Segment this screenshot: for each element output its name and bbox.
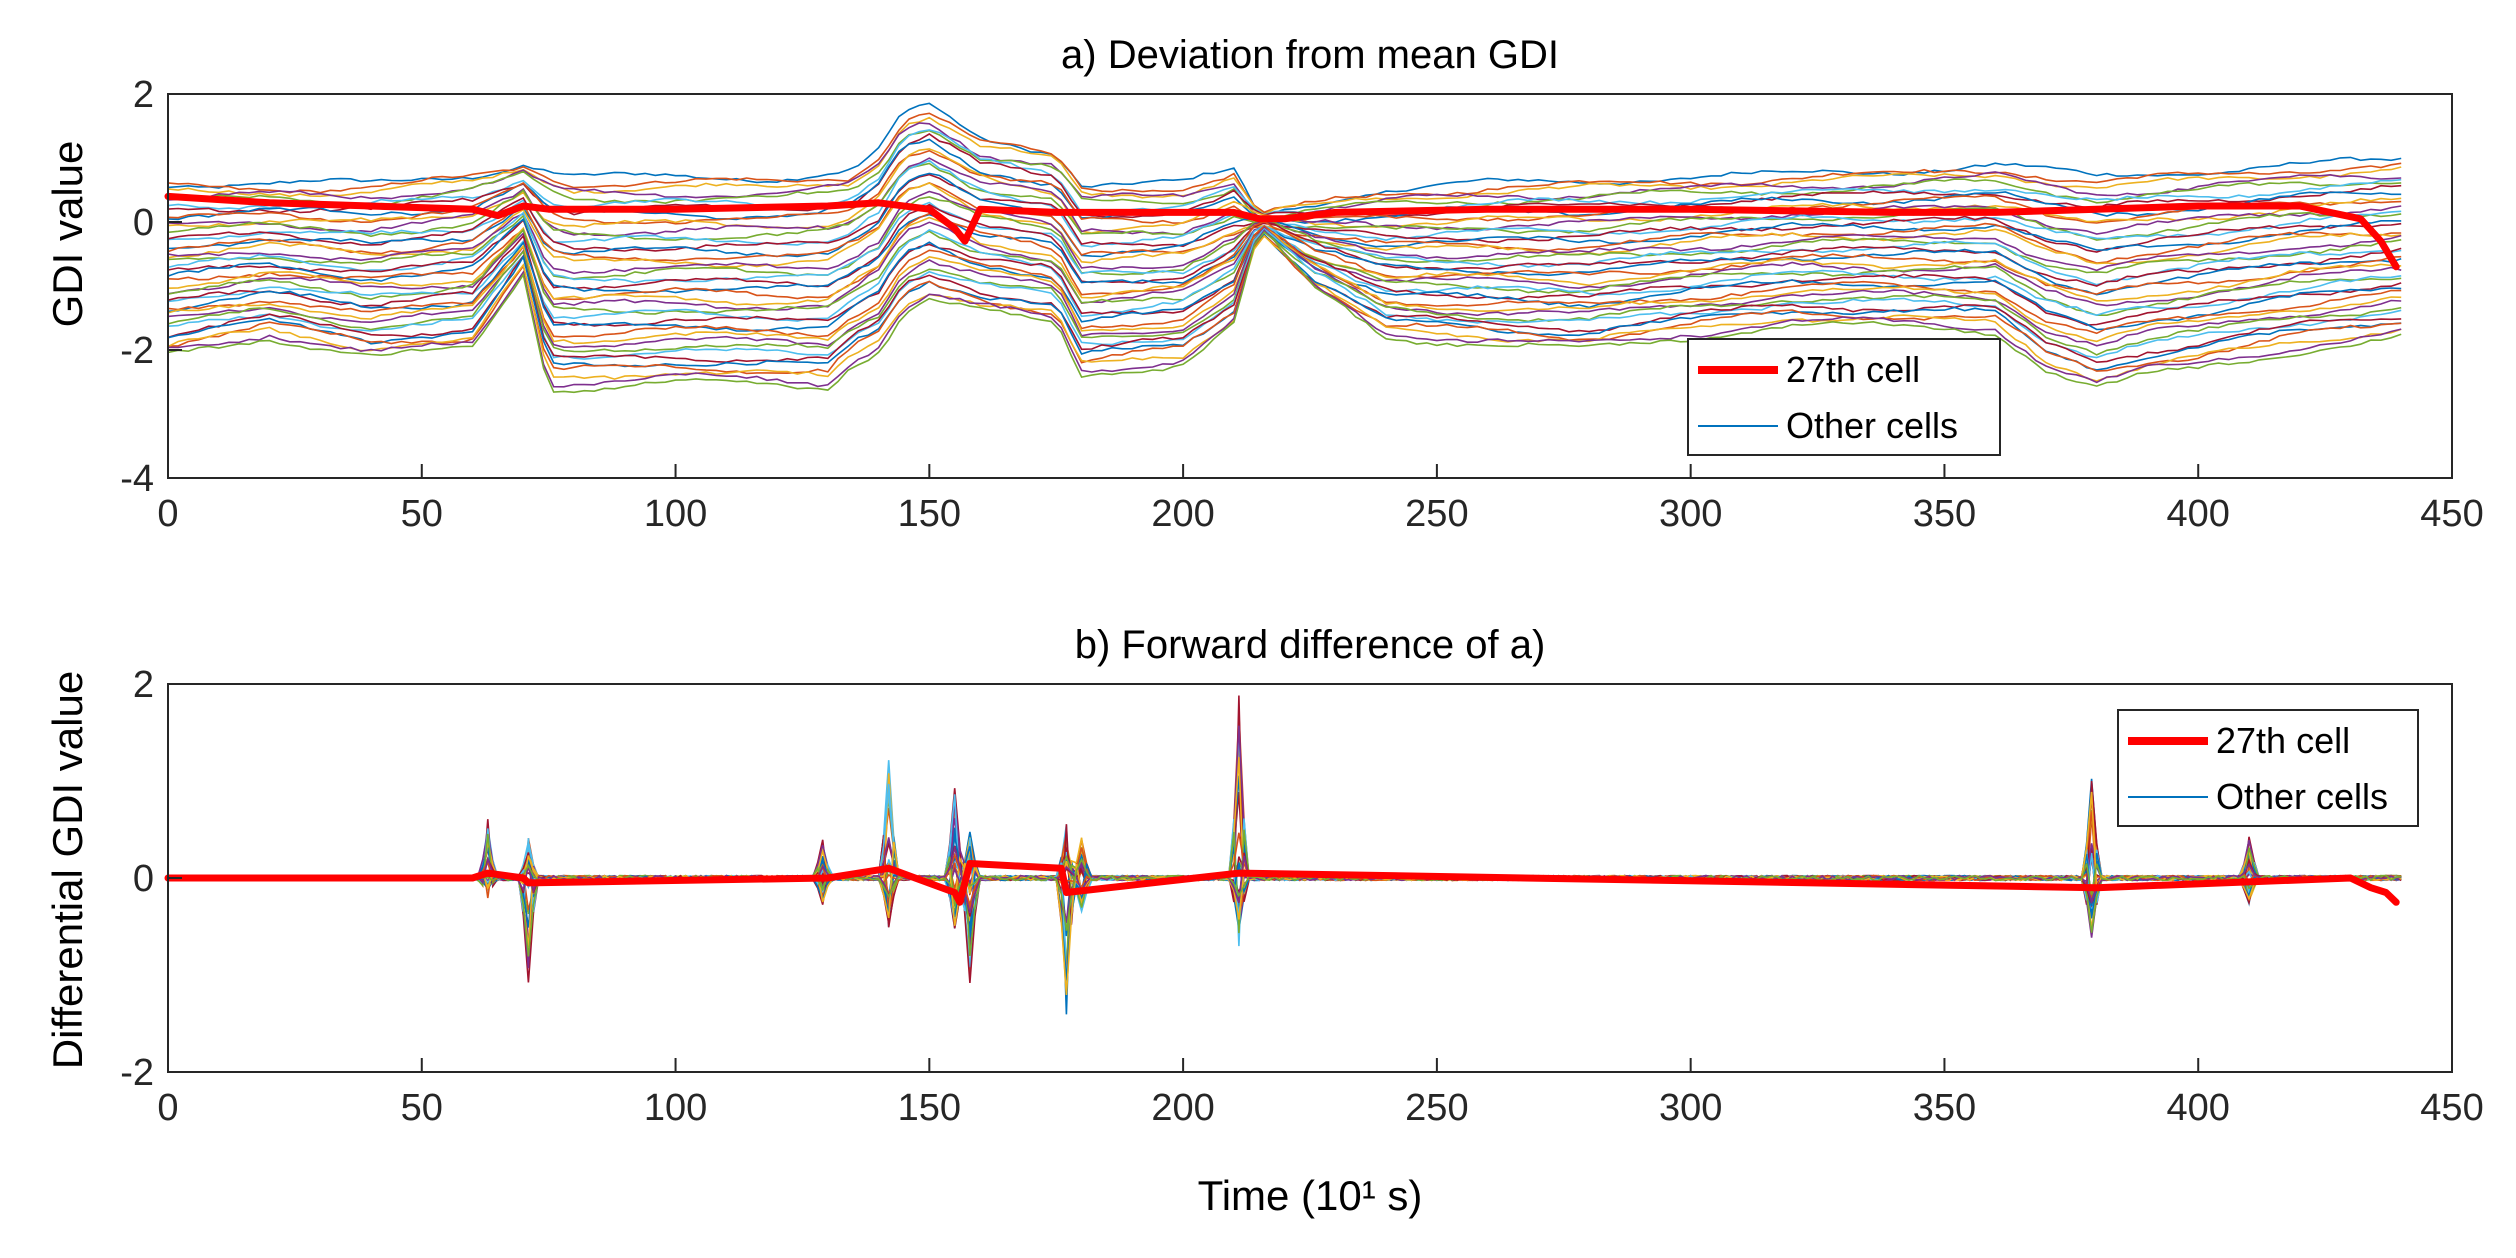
panel-b-other-cell-line: [167, 814, 2402, 908]
panel-a-y-tick-label: -2: [120, 330, 154, 372]
panel-a-axes-box: [167, 93, 2453, 479]
panel-b-other-cell-line: [167, 835, 2402, 931]
panel-a-x-tick-label: 450: [2420, 493, 2483, 535]
panel-b-other-cell-line: [167, 777, 2402, 938]
panel-b-x-tick-label: 400: [2167, 1087, 2230, 1129]
panel-a-other-cell-line: [167, 112, 2402, 214]
panel-b-x-tick-label: 150: [898, 1087, 961, 1129]
panel-b-other-cell-line: [167, 853, 2402, 937]
panel-b-other-cell-line: [167, 720, 2402, 968]
panel-a-27th-cell-line: [164, 192, 2400, 271]
panel-b-x-tick-label: 300: [1659, 1087, 1722, 1129]
panel-b-y-tick-label: -2: [120, 1052, 154, 1094]
panel-a-legend: 27th cell Other cells: [1687, 338, 2001, 456]
panel-a-series-group: [164, 102, 2402, 394]
panel-b-other-cell-line: [167, 807, 2402, 908]
panel-b-series-group: [164, 695, 2402, 1015]
panel-b-other-cell-line: [167, 857, 2402, 931]
panel-b-other-cell-line: [167, 778, 2402, 1015]
panel-b-other-cell-line: [167, 760, 2402, 929]
panel-b-x-tick-label: 50: [401, 1087, 443, 1129]
panel-b-y-tick-label: 2: [133, 664, 154, 706]
panel-b-other-cell-line: [167, 794, 2402, 947]
panel-a-x-tick-label: 0: [157, 493, 178, 535]
panel-b-legend-box: [2117, 709, 2419, 827]
panel-b-y-tick-label: 0: [133, 858, 154, 900]
panel-b-x-tick-label: 250: [1405, 1087, 1468, 1129]
panel-a-x-tick-label: 100: [644, 493, 707, 535]
panel-b-other-cell-line: [167, 846, 2402, 969]
panel-a-legend-label-27th-cell: 27th cell: [1786, 349, 1920, 390]
panel-b-other-cell-line: [167, 695, 2402, 984]
panel-a-other-cell-line: [167, 227, 2402, 345]
panel-a-other-cell-line: [167, 230, 2402, 394]
panel-b-x-tick-label: 0: [157, 1087, 178, 1129]
panel-b-other-cell-line: [167, 740, 2402, 960]
panel-b-27th-cell-line: [164, 860, 2400, 906]
panel-b-other-cell-line: [167, 779, 2402, 924]
panel-b-other-cell-line: [167, 725, 2402, 969]
panel-b-other-cell-line: [167, 773, 2402, 994]
panel-b-x-label: Time (10¹ s): [1198, 1172, 1423, 1219]
panel-a-other-cell-line: [167, 230, 2402, 356]
panel-a-other-cell-line: [167, 230, 2402, 332]
panel-b-y-label: Differential GDI value: [44, 671, 91, 1069]
panel-b-other-cell-line: [167, 818, 2402, 949]
panel-b-other-cell-line: [167, 846, 2402, 981]
panel-b-axes: 0 50 100 150 200 250 300 350 400 450-202: [120, 664, 2484, 1129]
panel-a-legend-label-other-cells: Other cells: [1786, 405, 1958, 446]
panel-a-other-cell-line: [167, 133, 2402, 219]
panel-a-x-tick-label: 400: [2167, 493, 2230, 535]
panel-a-other-cell-line: [167, 190, 2402, 275]
panel-a-axes: 0 50 100 150 200 250 300 350 400 450 -4 -2 0 2: [120, 74, 2484, 535]
panel-b-title: b) Forward difference of a): [1075, 623, 1546, 667]
panel-a-other-cell-line: [167, 213, 2402, 296]
panel-b: b) Forward difference of a) Differential…: [44, 623, 2484, 1219]
panel-a-legend-box: [1687, 338, 2001, 456]
panel-b-x-tick-label: 200: [1151, 1087, 1214, 1129]
panel-a-other-cell-line: [167, 129, 2402, 216]
panel-b-other-cell-line: [167, 793, 2402, 970]
panel-a: a) Deviation from mean GDI GDI value 0 50…: [44, 33, 2484, 535]
panel-a-y-tick-label: 2: [133, 74, 154, 116]
panel-b-other-cell-line: [167, 832, 2402, 908]
panel-a-x-tick-label: 300: [1659, 493, 1722, 535]
panel-b-other-cell-line: [167, 791, 2402, 995]
panel-b-legend-label-27th-cell: 27th cell: [2216, 720, 2350, 761]
panel-a-other-cell-line: [167, 102, 2402, 214]
panel-a-x-tick-label: 200: [1151, 493, 1214, 535]
panel-a-other-cell-line: [167, 201, 2402, 286]
panel-b-other-cell-line: [167, 789, 2402, 974]
panel-a-other-cell-line: [167, 129, 2402, 219]
panel-b-other-cell-line: [167, 757, 2402, 948]
panel-a-other-cell-line: [168, 235, 2402, 375]
panel-a-y-tick-label: 0: [133, 202, 154, 244]
panel-b-legend: 27th cell Other cells: [2117, 709, 2419, 827]
panel-a-y-label: GDI value: [44, 141, 91, 328]
panel-a-x-tick-label: 50: [401, 493, 443, 535]
panel-b-other-cell-line: [167, 780, 2402, 929]
panel-b-x-tick-label: 100: [644, 1087, 707, 1129]
panel-b-other-cell-line: [167, 714, 2402, 973]
panel-b-x-tick-label: 350: [1913, 1087, 1976, 1129]
panel-b-other-cell-line: [167, 775, 2402, 938]
panel-a-title: a) Deviation from mean GDI: [1061, 33, 1559, 77]
panel-a-x-tick-label: 150: [898, 493, 961, 535]
panel-b-legend-label-other-cells: Other cells: [2216, 776, 2388, 817]
panel-b-x-tick-label: 450: [2420, 1087, 2483, 1129]
panel-b-other-cell-line: [167, 792, 2402, 928]
panel-a-x-tick-label: 350: [1913, 493, 1976, 535]
panel-b-other-cell-line: [167, 797, 2402, 914]
panel-a-x-tick-label: 250: [1405, 493, 1468, 535]
panel-a-y-tick-label: -4: [120, 458, 154, 500]
panel-b-other-cell-line: [167, 783, 2402, 983]
panel-b-other-cell-line: [167, 811, 2402, 975]
panel-b-other-cell-line: [167, 829, 2402, 957]
